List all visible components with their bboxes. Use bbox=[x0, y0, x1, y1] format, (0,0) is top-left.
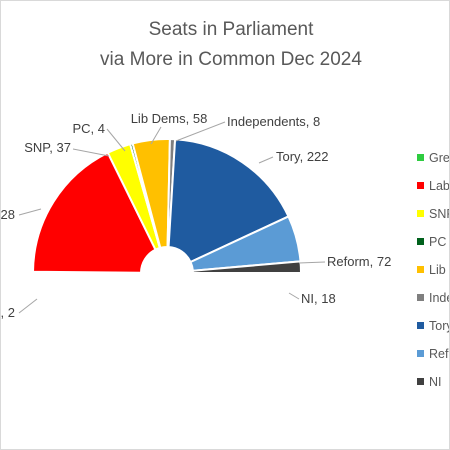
legend-label-tory: Tory bbox=[429, 319, 449, 333]
chart-title-line-1: Seats in Parliament bbox=[149, 19, 314, 40]
slices-group bbox=[31, 138, 303, 274]
legend-swatch-green bbox=[417, 154, 424, 161]
legend-swatch-pc bbox=[417, 238, 424, 245]
legend-label-independents: Independents bbox=[429, 291, 449, 305]
legend: Green Labour SNP PC Lib Dems Independents Tory… bbox=[417, 151, 449, 389]
legend-swatch-snp bbox=[417, 210, 424, 217]
slice-labour bbox=[31, 151, 157, 274]
chart-title-line-2: via More in Common Dec 2024 bbox=[100, 49, 362, 70]
data-label-snp: SNP, 37 bbox=[24, 140, 71, 155]
leader-line-pc bbox=[106, 128, 126, 152]
leader-lines-group bbox=[18, 121, 326, 314]
legend-label-pc: PC bbox=[429, 235, 446, 249]
legend-swatch-tory bbox=[417, 322, 424, 329]
legend-swatch-independents bbox=[417, 294, 424, 301]
legend-label-ni: NI bbox=[429, 375, 442, 389]
legend-swatch-lib-dems bbox=[417, 266, 424, 273]
leader-line-green bbox=[18, 298, 38, 314]
legend-swatch-reform bbox=[417, 350, 424, 357]
data-label-independents: Independents, 8 bbox=[227, 114, 320, 129]
legend-label-lib-dems: Lib Dems bbox=[429, 263, 449, 277]
legend-label-snp: SNP bbox=[429, 207, 449, 221]
legend-label-reform: Reform bbox=[429, 347, 449, 361]
leader-line-ni bbox=[288, 292, 300, 300]
leader-line-lib-dems bbox=[150, 126, 162, 145]
leader-line-labour bbox=[18, 208, 42, 216]
legend-label-green: Green bbox=[429, 151, 449, 165]
legend-swatch-ni bbox=[417, 378, 424, 385]
data-label-green: Green, 2 bbox=[1, 305, 15, 320]
data-label-reform: Reform, 72 bbox=[327, 254, 391, 269]
leader-line-independents bbox=[175, 121, 226, 142]
leader-line-snp bbox=[72, 148, 110, 157]
leader-line-reform bbox=[298, 261, 326, 264]
data-label-tory: Tory, 222 bbox=[276, 149, 329, 164]
data-label-pc: PC, 4 bbox=[72, 121, 105, 136]
legend-label-labour: Labour bbox=[429, 179, 449, 193]
data-label-labour: Labour, 228 bbox=[1, 207, 15, 222]
legend-swatch-labour bbox=[417, 182, 424, 189]
data-label-ni: NI, 18 bbox=[301, 291, 336, 306]
data-label-lib-dems: Lib Dems, 58 bbox=[131, 111, 208, 126]
slice-tory bbox=[167, 138, 290, 264]
slice-ni bbox=[191, 260, 303, 274]
leader-line-tory bbox=[258, 156, 274, 164]
